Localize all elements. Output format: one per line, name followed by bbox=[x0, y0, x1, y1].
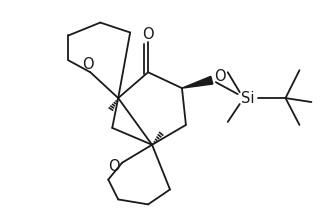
Text: O: O bbox=[83, 57, 94, 72]
Polygon shape bbox=[182, 76, 213, 88]
Text: Si: Si bbox=[241, 91, 254, 106]
Text: O: O bbox=[214, 69, 225, 84]
Text: O: O bbox=[109, 159, 120, 174]
Text: O: O bbox=[142, 27, 154, 42]
